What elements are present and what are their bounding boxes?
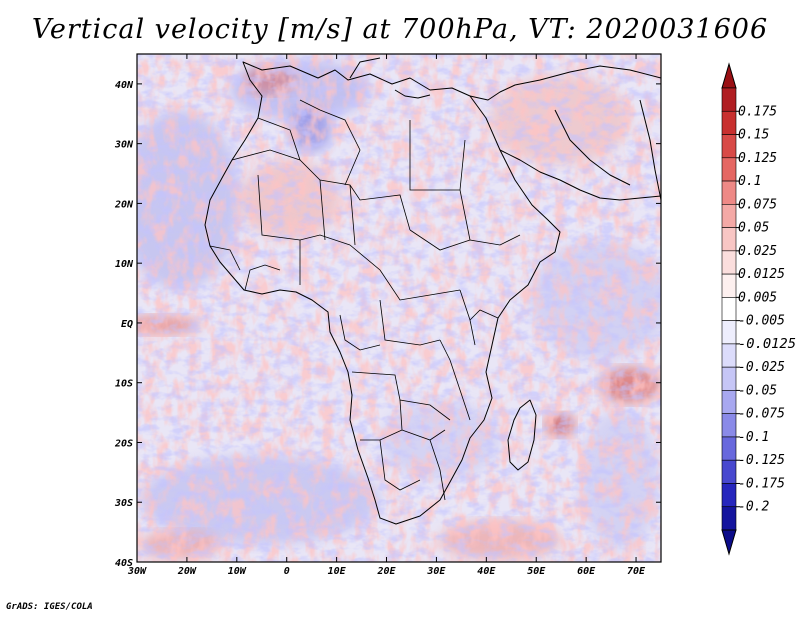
colorbar-swatch	[721, 87, 737, 112]
colorbar: 0.175 0.15 0.125 0.1 0.075 0.05 0.025 0.0125 0.0…	[721, 62, 796, 556]
colorbar-swatch	[721, 436, 737, 461]
colorbar-swatch	[721, 297, 737, 321]
coastline-outline	[204, 57, 661, 525]
colorbar-swatch	[721, 134, 737, 159]
colorbar-swatch	[721, 320, 737, 345]
velocity-field	[137, 54, 661, 562]
colorbar-swatch	[721, 413, 737, 438]
colorbar-swatch	[721, 180, 737, 205]
colorbar-top-arrow	[721, 62, 737, 89]
lon-tick-label: 40E	[477, 566, 496, 577]
colorbar-swatch	[721, 459, 737, 484]
lat-tick-label: EQ	[121, 319, 133, 330]
colorbar-label: -0.05	[738, 383, 777, 398]
colorbar-swatch	[721, 204, 737, 228]
lon-tick-label: 20W	[177, 566, 197, 577]
lon-tick-label: 50E	[527, 566, 546, 577]
colorbar-swatch	[721, 250, 737, 275]
colorbar-label: 0.005	[738, 290, 777, 305]
country-borders	[209, 99, 521, 501]
lon-tick-label: 60E	[577, 566, 596, 577]
colorbar-label: -0.1	[738, 430, 769, 445]
colorbar-label: 0.175	[738, 104, 777, 119]
colorbar-swatch	[721, 273, 737, 298]
lat-tick-label: 30S	[114, 498, 133, 509]
credit-text: GrADS: IGES/COLA	[6, 602, 93, 612]
lat-tick-label: 10S	[115, 379, 133, 390]
colorbar-label: -0.125	[738, 453, 785, 468]
colorbar-label: -0.075	[738, 407, 785, 422]
colorbar-bottom-arrow	[721, 529, 737, 556]
chart-title: Vertical velocity [m/s] at 700hPa, VT: 2…	[31, 14, 769, 45]
colorbar-swatch	[721, 343, 737, 368]
colorbar-label: -0.025	[738, 360, 785, 375]
colorbar-label: -0.2	[738, 500, 769, 515]
lon-tick-label: 30W	[127, 566, 147, 577]
colorbar-swatch	[721, 157, 737, 182]
colorbar-label: -0.0125	[738, 337, 796, 352]
colorbar-swatch	[721, 366, 737, 391]
colorbar-label: 0.075	[738, 197, 777, 212]
lat-tick-label: 40S	[115, 558, 133, 569]
lat-tick-label: 40N	[115, 80, 134, 91]
colorbar-label: -0.005	[738, 314, 785, 329]
lon-tick-label: 30E	[426, 566, 446, 577]
lon-tick-label: 10E	[328, 566, 347, 577]
lon-tick-label: 10W	[228, 566, 247, 577]
axis-ticks: 30W 20W 10W 0 10E 20E 30E 40E 50E 60E 70E 40N 30N 20N…	[114, 54, 661, 577]
lat-tick-label: 20S	[114, 438, 133, 449]
colorbar-label: -0.175	[738, 476, 785, 491]
lon-tick-label: 70E	[627, 566, 646, 577]
colorbar-label: 0.125	[738, 151, 777, 166]
colorbar-label: 0.15	[738, 128, 769, 143]
lon-tick-label: 20E	[376, 566, 396, 577]
lon-tick-label: 0	[284, 566, 290, 577]
colorbar-label: 0.025	[738, 244, 777, 259]
colorbar-swatch	[721, 506, 737, 531]
lat-tick-label: 10N	[115, 259, 134, 270]
colorbar-label: 0.0125	[738, 267, 785, 282]
plot-frame	[136, 53, 662, 563]
lat-tick-label: 20N	[114, 199, 134, 210]
colorbar-swatch	[721, 110, 737, 135]
colorbar-label: 0.05	[738, 221, 769, 236]
colorbar-swatch	[721, 390, 737, 414]
colorbar-swatch	[721, 227, 737, 252]
lat-tick-label: 30N	[114, 140, 134, 151]
colorbar-label: 0.1	[738, 174, 761, 189]
colorbar-swatch	[721, 483, 737, 508]
